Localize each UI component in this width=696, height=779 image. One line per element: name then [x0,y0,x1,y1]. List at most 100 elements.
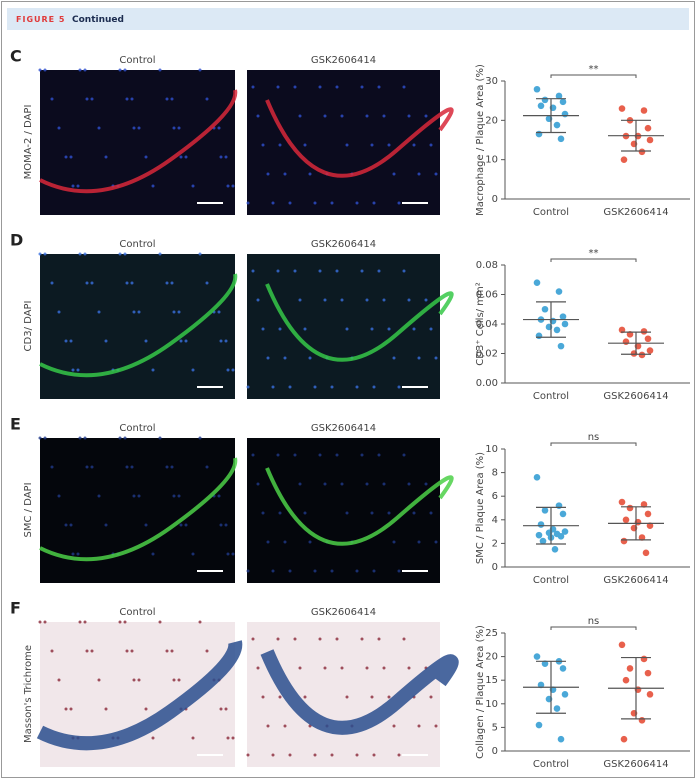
micrograph-detail [57,126,61,130]
data-point [541,507,549,514]
micrograph-detail [434,724,438,728]
data-point [561,320,569,328]
micrograph-detail [246,385,250,389]
micrograph-detail [71,368,75,372]
micrograph-detail [293,637,297,641]
micrograph-detail [313,201,317,205]
micrograph-detail [170,649,174,653]
micrograph-detail [38,436,42,440]
micrograph-structure [260,649,459,735]
micrograph-detail [158,436,162,440]
micrograph-detail [345,511,349,515]
micrograph-detail [83,252,87,256]
data-point [644,124,652,132]
data-point [644,669,652,677]
micrograph-detail [412,327,416,331]
micrograph-detail [382,298,386,302]
micrograph-detail [308,356,312,360]
micrograph-detail [288,385,292,389]
micrograph-detail [158,620,162,624]
micrograph-detail [271,753,275,757]
micrograph-detail [172,494,176,498]
micrograph-detail [231,552,235,556]
micrograph-detail [340,298,344,302]
micrograph-detail [144,155,148,159]
micrograph-detail [360,637,364,641]
micrograph-detail [283,172,287,176]
micrograph-detail [283,724,287,728]
micrograph-detail [69,707,73,711]
micrograph-detail [57,494,61,498]
micrograph-detail [224,707,228,711]
micrograph-detail [335,269,339,273]
micrograph-detail [64,707,68,711]
column-label: GSK2606414 [311,423,376,434]
micrograph-detail [85,465,89,469]
micrograph-detail [151,552,155,556]
micrograph-detail [226,368,230,372]
y-axis-label: CD3⁺ Cells/ mm² [475,282,486,365]
micrograph-detail [205,465,209,469]
significance-bracket [550,258,637,262]
data-point [622,676,630,684]
micrograph-detail [434,356,438,360]
micrograph-detail [261,143,265,147]
micrograph-detail [224,523,228,527]
micrograph-detail [137,678,141,682]
data-point [644,510,652,518]
micrograph-detail [170,465,174,469]
header-text: Continued [72,15,124,25]
micrograph-detail [293,453,297,457]
micrograph-detail [43,68,47,72]
data-point [559,510,567,518]
micrograph-detail [130,281,134,285]
micrograph-detail [130,465,134,469]
data-point [559,313,567,320]
micrograph-detail [71,552,75,556]
y-tick-label: 0.04 [476,319,498,330]
micrograph-detail [372,569,376,573]
micrograph-detail [78,620,82,624]
data-point [553,121,561,129]
micrograph-detail [251,85,255,89]
micrograph-detail [382,482,386,486]
micrograph-detail [90,465,94,469]
micrograph-detail [104,339,108,343]
micrograph-detail [246,753,250,757]
micrograph-detail [123,436,127,440]
micrograph-detail [90,97,94,101]
micrograph-detail [97,494,101,498]
data-point [638,717,646,724]
micrograph-detail [318,85,322,89]
micrograph-detail [387,327,391,331]
micrograph-detail [370,143,374,147]
micrograph-detail [355,201,359,205]
micrograph-detail [125,281,129,285]
micrograph-detail [76,184,80,188]
micrograph-detail [219,707,223,711]
micrograph-detail [303,695,307,699]
micrograph-detail [424,482,428,486]
micrograph-detail [246,569,250,573]
micrograph-detail [397,569,401,573]
data-point [537,681,545,689]
micrograph-detail [417,172,421,176]
micrograph [40,70,235,215]
micrograph-detail [184,523,188,527]
data-point [561,528,569,535]
micrograph-detail [283,540,287,544]
y-tick-label: 0 [492,194,498,205]
data-point [553,705,561,712]
data-point [535,332,543,340]
micrograph-detail [365,298,369,302]
data-point [535,130,543,138]
y-tick-label: 5 [492,722,498,733]
micrograph-detail [276,453,280,457]
micrograph-detail [83,68,87,72]
micrograph-detail [330,569,334,573]
micrograph-detail [303,327,307,331]
micrograph-detail [355,385,359,389]
micrograph-detail [217,494,221,498]
data-point [620,156,628,163]
